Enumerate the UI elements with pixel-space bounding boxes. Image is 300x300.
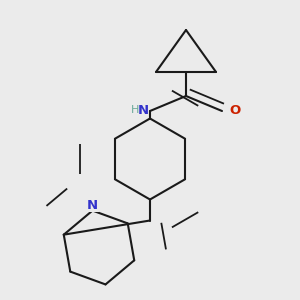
Text: H: H bbox=[131, 105, 140, 115]
Text: N: N bbox=[87, 199, 98, 212]
Text: N: N bbox=[137, 103, 148, 117]
Text: O: O bbox=[230, 104, 241, 118]
